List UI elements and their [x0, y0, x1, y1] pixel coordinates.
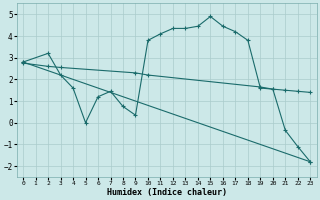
X-axis label: Humidex (Indice chaleur): Humidex (Indice chaleur) [107, 188, 227, 197]
